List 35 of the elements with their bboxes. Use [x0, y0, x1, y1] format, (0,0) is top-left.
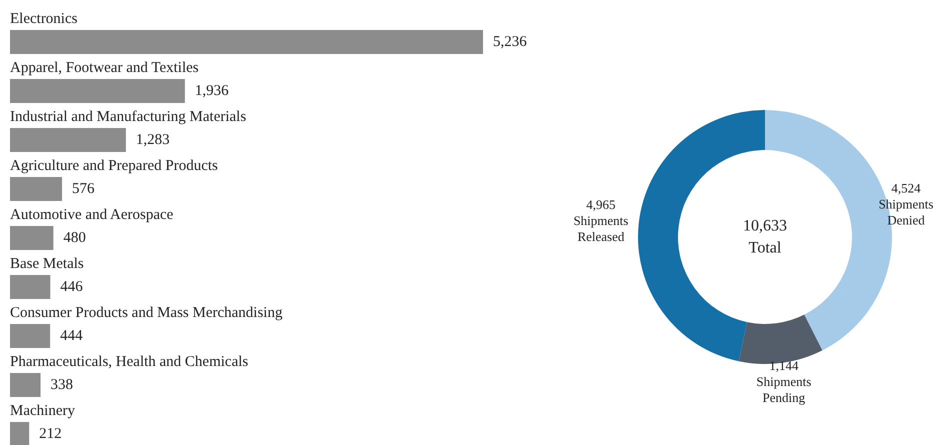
bar: [10, 422, 30, 445]
bar: [10, 226, 54, 250]
y-tick-label: Automotive and Aerospace: [10, 207, 174, 223]
y-tick-label: Machinery: [10, 403, 76, 419]
bar: [10, 30, 483, 54]
y-tick-label: Pharmaceuticals, Health and Chemicals: [10, 354, 248, 370]
text: Total: [748, 240, 782, 256]
y-tick-label: Industrial and Manufacturing Materials: [10, 109, 246, 125]
data-label: 338: [50, 377, 74, 393]
slice-label: Shipments Denied: [878, 196, 934, 227]
slice-label: Shipments Pending: [756, 373, 812, 404]
bar: [10, 373, 41, 397]
bar: [10, 177, 62, 201]
data-label: 4,965: [586, 196, 616, 212]
data-label: 576: [72, 181, 96, 197]
y-tick-label: Consumer Products and Mass Merchandising: [10, 305, 283, 321]
bar: [10, 324, 50, 348]
data-label: 480: [63, 230, 86, 246]
data-label: 444: [60, 328, 84, 344]
y-tick-label: Base Metals: [10, 256, 84, 272]
bar: [10, 275, 50, 299]
bar: [10, 128, 126, 152]
bar: [10, 79, 185, 103]
data-label: 5,236: [493, 34, 528, 50]
data-label: 212: [39, 426, 62, 442]
data-label: 446: [60, 279, 84, 295]
data-label: 1,283: [136, 132, 170, 148]
data-label: 4,524: [891, 180, 922, 195]
slice-label: Shipments Released: [573, 212, 628, 244]
data-label: 1,144: [769, 357, 799, 372]
data-label: 1,936: [194, 83, 230, 99]
y-tick-label: Electronics: [10, 11, 78, 27]
text: 10,633: [743, 218, 787, 234]
y-tick-label: Agriculture and Prepared Products: [10, 158, 218, 174]
y-tick-label: Apparel, Footwear and Textiles: [10, 60, 199, 76]
